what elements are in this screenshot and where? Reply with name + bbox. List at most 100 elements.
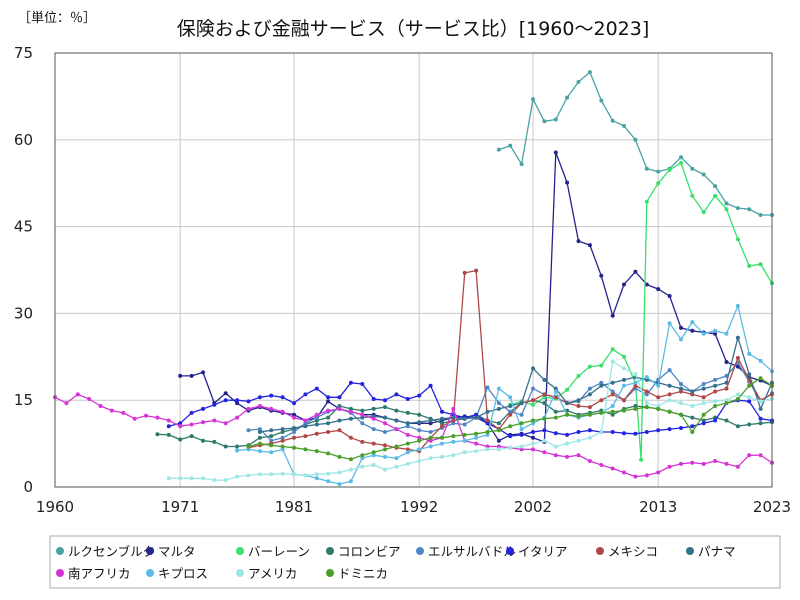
legend-swatch xyxy=(56,547,64,555)
data-point xyxy=(622,282,626,287)
data-point xyxy=(713,418,718,423)
data-point xyxy=(292,430,296,434)
data-point xyxy=(257,395,262,400)
data-point xyxy=(189,434,194,439)
data-point xyxy=(667,427,672,432)
data-point xyxy=(201,420,205,425)
data-point xyxy=(610,313,615,318)
data-point xyxy=(656,404,661,408)
data-point xyxy=(326,451,331,456)
data-point xyxy=(553,431,558,436)
legend-item: メキシコ xyxy=(596,544,658,559)
data-point xyxy=(166,432,171,437)
data-point xyxy=(656,383,661,388)
data-point xyxy=(360,456,365,461)
data-point xyxy=(303,434,308,439)
data-point xyxy=(724,461,729,466)
data-point xyxy=(644,166,649,171)
data-point xyxy=(280,395,285,400)
data-point xyxy=(405,461,410,466)
data-point xyxy=(201,406,205,411)
data-point xyxy=(223,478,228,483)
data-point xyxy=(440,421,444,426)
data-point xyxy=(428,438,433,443)
data-point xyxy=(622,383,626,388)
legend-label: コロンビア xyxy=(338,544,401,559)
data-point xyxy=(576,239,581,244)
data-point xyxy=(235,444,240,449)
data-point xyxy=(747,453,752,458)
data-point xyxy=(531,421,535,426)
data-point xyxy=(428,456,433,461)
data-point xyxy=(474,449,479,454)
data-point xyxy=(462,432,467,437)
data-point xyxy=(553,386,558,391)
series-12 xyxy=(246,376,774,462)
data-point xyxy=(542,401,547,406)
data-point xyxy=(383,398,387,403)
data-point xyxy=(440,416,444,421)
data-point xyxy=(280,438,285,443)
data-point xyxy=(565,441,570,446)
series-11 xyxy=(166,359,774,483)
data-point xyxy=(553,395,558,400)
data-point xyxy=(553,415,558,420)
data-point xyxy=(599,398,604,403)
data-point xyxy=(587,243,592,248)
series-line xyxy=(54,393,773,478)
data-point xyxy=(394,444,399,449)
data-point xyxy=(758,399,763,404)
data-point xyxy=(610,466,615,471)
data-point xyxy=(405,441,410,446)
data-point xyxy=(690,424,695,429)
data-point xyxy=(553,453,558,458)
x-tick-label: 2023 xyxy=(753,498,791,516)
legend-swatch xyxy=(326,547,334,555)
data-point xyxy=(758,453,763,458)
data-point xyxy=(599,463,604,467)
data-point xyxy=(371,406,376,411)
data-point xyxy=(690,404,695,408)
legend-item: アメリカ xyxy=(236,566,297,581)
data-point xyxy=(166,476,171,481)
data-point xyxy=(633,269,638,274)
data-point xyxy=(610,347,615,352)
data-point xyxy=(383,430,387,434)
data-point xyxy=(622,354,626,359)
data-point xyxy=(701,331,706,336)
data-point xyxy=(724,418,729,423)
y-tick-label: 60 xyxy=(14,131,33,149)
data-point xyxy=(644,282,649,287)
data-point xyxy=(633,137,638,142)
data-point xyxy=(485,418,490,423)
data-point xyxy=(690,166,695,171)
data-point xyxy=(337,470,342,475)
data-point xyxy=(428,421,433,426)
data-point xyxy=(644,405,649,410)
data-point xyxy=(724,380,729,385)
data-point xyxy=(166,424,171,429)
data-point xyxy=(713,184,718,189)
data-point xyxy=(713,193,718,198)
data-point xyxy=(292,401,296,406)
data-point xyxy=(462,416,467,421)
data-point xyxy=(246,428,251,433)
data-point xyxy=(701,412,706,417)
data-point xyxy=(417,393,422,398)
data-point xyxy=(360,453,365,458)
data-point xyxy=(656,428,661,433)
data-point xyxy=(644,392,649,397)
legend-item: バーレーン xyxy=(236,544,310,559)
data-point xyxy=(701,401,706,406)
data-point xyxy=(440,424,444,429)
legend-item: パナマ xyxy=(686,544,736,559)
data-point xyxy=(371,450,376,455)
y-axis-ticks: 0 15 30 45 60 75 xyxy=(14,44,33,496)
data-point xyxy=(531,402,535,407)
data-point xyxy=(371,416,376,421)
data-point xyxy=(622,123,626,128)
data-point xyxy=(542,438,547,443)
data-point xyxy=(599,430,604,434)
data-point xyxy=(701,421,706,426)
